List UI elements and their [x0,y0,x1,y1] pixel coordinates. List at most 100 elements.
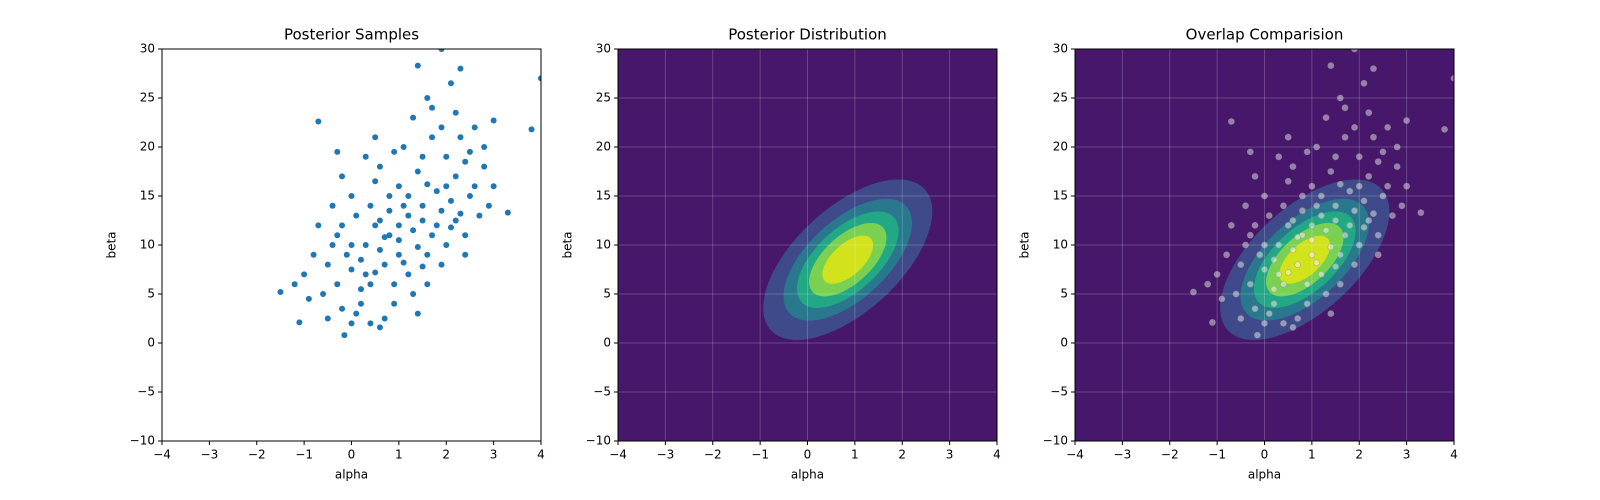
scatter-point [466,193,473,199]
scatter-point [372,222,379,229]
scatter-point [1308,221,1316,229]
x-tick-label: 3 [946,448,954,462]
scatter-point [1379,148,1387,156]
axes-frame [161,48,542,442]
y-axis-label: beta [105,231,119,258]
scatter-point [1284,221,1292,229]
scatter-point [376,324,383,331]
scatter-point [1374,231,1382,239]
scatter-point [1190,288,1197,296]
scatter-point [452,217,459,224]
scatter-point [1270,285,1278,293]
scatter-point [1327,168,1335,175]
scatter-point [452,109,459,116]
scatter-point [443,153,450,160]
scatter-point [481,144,488,150]
y-tick-label: 5 [1060,287,1068,301]
y-tick-label: 15 [596,189,611,203]
scatter-point [367,281,374,288]
scatter-point [353,310,360,317]
scatter-point [1246,280,1254,288]
y-tick-label: 25 [1053,91,1068,105]
scatter-point [490,117,497,124]
scatter-point [443,242,450,248]
scatter-point [1351,49,1358,53]
y-tick-label: 20 [1053,140,1068,154]
x-tick-label: 0 [804,448,812,462]
scatter-point [1265,310,1273,318]
scatter-point [410,114,417,121]
scatter-point [324,261,331,268]
scatter-point [391,281,398,288]
scatter-point [466,148,473,155]
scatter-point [429,104,436,111]
scatter-point [296,319,303,326]
x-tick-label: −1 [295,448,313,462]
scatter-point [1355,241,1363,249]
scatter-point [301,271,308,278]
scatter-point [395,237,402,244]
scatter-point [1289,217,1297,224]
chart-title: Posterior Distribution [728,26,887,44]
scatter-point [410,291,417,297]
scatter-point [462,158,469,165]
x-tick-label: 2 [1355,448,1363,462]
x-tick-label: 3 [1403,448,1411,462]
scatter-point [1322,226,1330,234]
x-tick-label: 4 [1450,448,1458,462]
scatter-point [1299,207,1306,215]
scatter-point [1365,109,1373,117]
scatter-point [1204,280,1212,288]
scatter-point [1336,94,1344,102]
scatter-point [339,173,346,180]
scatter-point [476,212,483,219]
scatter-point [419,202,426,209]
scatter-point [1355,153,1363,161]
scatter-point [343,251,350,258]
scatter-point [386,193,393,199]
scatter-point [1346,187,1354,195]
plot-area [618,49,997,441]
scatter-point [353,212,360,219]
scatter-point [538,75,541,82]
scatter-point [447,80,454,87]
x-tick-label: −1 [751,448,769,462]
scatter-point [414,168,421,175]
scatter-point [386,207,393,214]
scatter-point [1303,280,1311,288]
x-tick-label: 1 [1308,448,1316,462]
scatter-point [433,188,440,195]
scatter-point [400,202,407,209]
scatter-point [315,118,322,125]
scatter-point [1365,172,1373,180]
scatter-point [405,212,412,219]
chart-title: Posterior Samples [284,26,419,44]
scatter-point [1251,221,1259,229]
axes-frame [617,48,998,442]
scatter-point [1223,251,1230,259]
y-tick-label: −5 [593,385,611,399]
x-axis-label: alpha [791,468,824,482]
scatter-point [1332,202,1339,210]
scatter-point [1308,182,1316,190]
y-axis-label: beta [561,231,575,258]
scatter-point [348,242,355,248]
scatter-point [1308,236,1316,244]
scatter-point [1242,241,1249,249]
scatter-point [1213,270,1221,278]
scatter-point [315,222,322,229]
scatter-point [1317,270,1325,278]
scatter-point [1299,192,1306,200]
scatter-point [348,320,355,327]
scatter-point [481,163,488,170]
scatter-point [334,281,341,288]
scatter-point [395,222,402,229]
scatter-point [348,266,355,273]
scatter-point [1280,319,1287,327]
scatter-point [1284,269,1292,276]
scatter-point [1374,158,1382,166]
scatter-point [1336,180,1344,188]
